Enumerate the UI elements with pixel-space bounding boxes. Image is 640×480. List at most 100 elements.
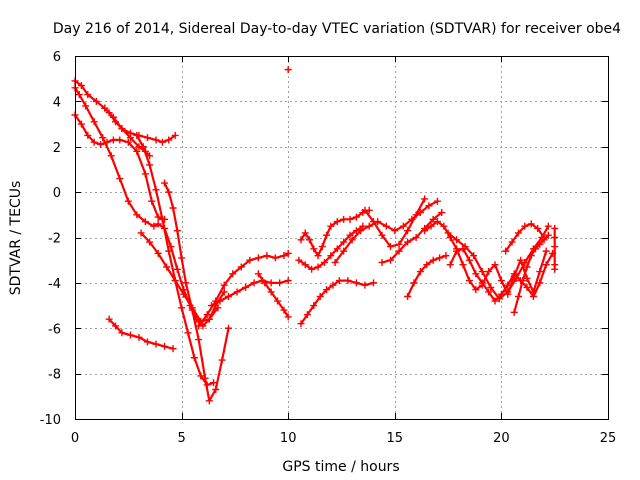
- data-point: [261, 279, 269, 287]
- data-point: [508, 238, 516, 246]
- data-point: [344, 277, 352, 285]
- data-point: [173, 265, 181, 273]
- data-point: [184, 329, 192, 337]
- data-point: [116, 175, 124, 183]
- data-point: [551, 224, 559, 232]
- data-point: [212, 386, 220, 394]
- data-point: [323, 231, 331, 239]
- series-arc-8: [105, 315, 177, 353]
- data-point: [331, 258, 339, 266]
- data-point: [284, 277, 292, 285]
- data-point: [141, 170, 149, 178]
- data-point: [510, 308, 518, 316]
- data-point: [532, 245, 540, 253]
- data-point: [440, 222, 448, 230]
- data-point: [361, 206, 369, 214]
- data-point: [254, 270, 262, 278]
- data-point: [387, 256, 395, 264]
- data-point: [510, 270, 518, 278]
- data-point: [77, 81, 85, 89]
- data-point: [118, 329, 126, 337]
- data-point: [271, 254, 279, 262]
- data-point: [75, 91, 83, 99]
- data-point: [161, 342, 169, 350]
- data-point: [429, 256, 437, 264]
- data-point: [521, 222, 529, 230]
- data-point: [169, 345, 177, 353]
- data-point: [297, 236, 305, 244]
- data-point: [357, 227, 365, 235]
- data-point: [427, 222, 435, 230]
- data-point: [233, 288, 241, 296]
- data-point: [551, 265, 559, 273]
- data-point: [352, 213, 360, 221]
- data-point: [340, 215, 348, 223]
- y-tick-label: 2: [53, 141, 61, 156]
- x-tick-label: 15: [387, 431, 404, 446]
- data-point: [335, 277, 343, 285]
- data-point: [169, 204, 177, 212]
- data-point: [523, 283, 531, 291]
- data-point: [107, 152, 115, 160]
- data-point: [410, 279, 418, 287]
- data-point: [327, 252, 335, 260]
- data-point: [165, 247, 173, 255]
- data-point: [218, 356, 226, 364]
- data-point: [220, 288, 228, 296]
- data-point: [139, 143, 147, 151]
- y-tick-label: 6: [53, 50, 61, 65]
- data-point: [346, 231, 354, 239]
- data-point: [446, 261, 454, 269]
- series-arc-24: [502, 220, 548, 255]
- data-point: [365, 222, 373, 230]
- data-point: [521, 258, 529, 266]
- data-point: [124, 197, 132, 205]
- data-point: [504, 281, 512, 289]
- data-point: [514, 292, 522, 300]
- data-point: [90, 138, 98, 146]
- data-point: [214, 304, 222, 312]
- data-point: [382, 222, 390, 230]
- data-point: [246, 256, 254, 264]
- data-point: [306, 236, 314, 244]
- data-point: [242, 283, 250, 291]
- data-point: [333, 218, 341, 226]
- series-arc-14: [297, 277, 377, 328]
- x-tick-label: 5: [177, 431, 185, 446]
- series-arc-12: [284, 66, 292, 74]
- data-point: [148, 197, 156, 205]
- data-point: [423, 261, 431, 269]
- series-layer: [71, 66, 559, 405]
- series-arc-17: [361, 195, 429, 251]
- data-point: [301, 229, 309, 237]
- data-point: [536, 240, 544, 248]
- data-point: [158, 215, 166, 223]
- data-point: [523, 263, 531, 271]
- data-point: [412, 234, 420, 241]
- data-point: [346, 215, 354, 223]
- data-point: [105, 315, 113, 323]
- data-point: [173, 227, 181, 235]
- data-point: [425, 202, 433, 210]
- y-tick-label: -6: [48, 322, 61, 337]
- data-point: [551, 243, 559, 251]
- series-arc-1: [71, 111, 169, 223]
- data-point: [92, 97, 100, 105]
- data-point: [116, 136, 124, 144]
- series-arc-16: [331, 197, 441, 266]
- data-point: [229, 270, 237, 278]
- data-point: [352, 279, 360, 287]
- data-point: [133, 131, 141, 139]
- data-point: [133, 147, 141, 155]
- data-point: [369, 218, 377, 226]
- data-point: [378, 258, 386, 266]
- data-point: [190, 354, 198, 362]
- data-point: [301, 261, 309, 269]
- data-point: [205, 397, 213, 405]
- data-point: [534, 224, 542, 232]
- data-point: [195, 322, 203, 330]
- series-line: [140, 231, 219, 323]
- data-point: [274, 297, 282, 305]
- data-point: [421, 195, 429, 203]
